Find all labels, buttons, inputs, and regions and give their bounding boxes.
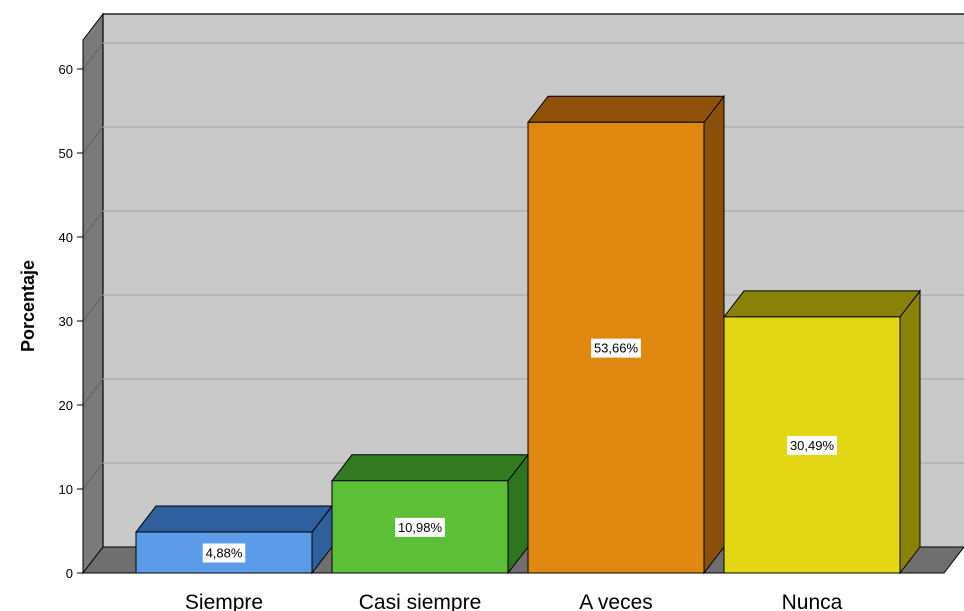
y-tick-label: 50 (59, 146, 73, 161)
gridline-side (82, 42, 104, 70)
x-axis: Siempre Casi siempre A veces Nunca (185, 591, 843, 611)
bar-a-veces: 53,66% (526, 94, 726, 575)
data-label-box (202, 543, 246, 563)
data-label-box (591, 338, 641, 358)
data-label: 4,88% (206, 546, 243, 561)
side-wall (82, 12, 104, 575)
y-tick-label: 30 (59, 314, 73, 329)
y-axis-label: Porcentaje (18, 260, 38, 352)
y-tick-label: 40 (59, 230, 73, 245)
x-tick-label: Casi siempre (359, 591, 482, 611)
gridline-side (82, 126, 104, 154)
bar-casi-siempre: 10,98% (330, 453, 530, 575)
back-wall-edge (102, 13, 964, 547)
x-tick-label: Nunca (782, 591, 843, 611)
data-label-box (787, 435, 837, 455)
bars: 4,88% 10,98% 53,66% 30,49% (134, 94, 922, 575)
data-label: 53,66% (594, 341, 639, 356)
data-label: 30,49% (790, 438, 835, 453)
gridline-side (82, 378, 104, 406)
gridline-side (82, 294, 104, 322)
y-tick-label: 20 (59, 398, 73, 413)
bar-top (722, 290, 922, 318)
bar-top (330, 454, 530, 482)
data-label-box (395, 517, 445, 537)
bar-siempre: 4,88% (134, 504, 334, 575)
bar-top (526, 95, 726, 123)
bar-nunca: 30,49% (722, 289, 922, 575)
data-label: 10,98% (398, 520, 443, 535)
gridline-side (82, 210, 104, 238)
y-tick-label: 0 (66, 566, 73, 581)
bar-top (134, 505, 334, 533)
x-tick-label: Siempre (185, 591, 263, 611)
y-axis: 0 10 20 30 40 50 60 (59, 40, 84, 581)
bar-side (703, 94, 725, 575)
x-tick-label: A veces (579, 591, 653, 611)
gridline-side (82, 462, 104, 490)
bar-side (899, 289, 921, 575)
y-tick-label: 10 (59, 482, 73, 497)
y-tick-label: 60 (59, 62, 73, 77)
